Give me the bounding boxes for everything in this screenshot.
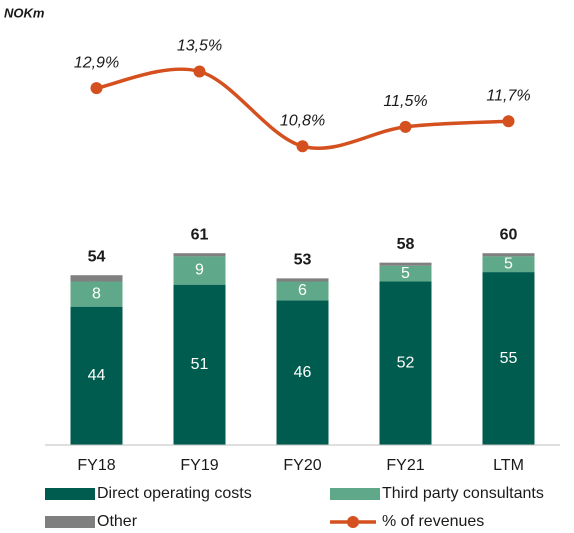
line-value-label: 10,8% — [280, 112, 325, 129]
x-tick-label: FY21 — [386, 457, 424, 474]
x-tick-label: FY18 — [77, 457, 115, 474]
bar-segment — [379, 262, 432, 266]
line-marker — [296, 140, 309, 153]
legend-swatch — [45, 516, 95, 528]
bar-segment — [482, 256, 535, 273]
total-label: 54 — [88, 248, 106, 265]
bar-value-label: 46 — [294, 364, 312, 381]
total-label: 53 — [294, 252, 312, 269]
bar-segment — [379, 265, 432, 282]
line-value-label: 11,7% — [486, 88, 530, 105]
x-tick-label: FY20 — [283, 457, 321, 474]
bar-value-label: 6 — [298, 282, 307, 299]
line-marker — [193, 65, 206, 78]
line — [96, 67, 509, 150]
bar-segment — [173, 253, 226, 257]
bar-value-label: 55 — [500, 350, 518, 367]
bar-segment — [482, 272, 535, 445]
legend-label: % of revenues — [382, 513, 484, 530]
x-tick-label: FY19 — [180, 457, 218, 474]
bar-segment — [276, 281, 329, 301]
bar-segment — [173, 284, 226, 445]
bar-value-label: 8 — [92, 285, 101, 302]
legend-swatch — [45, 488, 95, 500]
x-tick-label: LTM — [493, 457, 524, 474]
legend-swatch — [330, 488, 380, 500]
unit-label: NOKm — [4, 5, 45, 20]
line-value-label: 11,5% — [383, 93, 427, 110]
bar-segment — [70, 306, 123, 445]
bar-segment — [276, 278, 329, 282]
line-value-label: 13,5% — [177, 38, 222, 55]
legend-label: Direct operating costs — [97, 485, 252, 502]
bar-value-label: 9 — [195, 262, 204, 279]
legend-label: Other — [97, 513, 138, 530]
bar-segment — [70, 281, 123, 307]
bar-segment — [173, 256, 226, 285]
bar-segment — [379, 281, 432, 445]
total-label: 60 — [500, 226, 518, 243]
bar-value-label: 5 — [401, 265, 410, 282]
bar-value-label: 51 — [191, 356, 209, 373]
total-label: 58 — [397, 236, 415, 253]
line-marker — [90, 82, 103, 95]
line-marker — [502, 115, 515, 128]
bar-segment — [482, 253, 535, 257]
legend-label: Third party consultants — [382, 485, 544, 502]
bar-value-label: 52 — [397, 354, 415, 371]
line-value-label: 12,9% — [74, 54, 119, 71]
bar-value-label: 5 — [504, 255, 513, 272]
total-label: 61 — [191, 226, 209, 243]
legend-marker — [347, 516, 359, 528]
line-marker — [399, 120, 412, 133]
bar-segment — [276, 300, 329, 445]
bar-value-label: 44 — [88, 367, 106, 384]
bar-segment — [70, 275, 123, 282]
